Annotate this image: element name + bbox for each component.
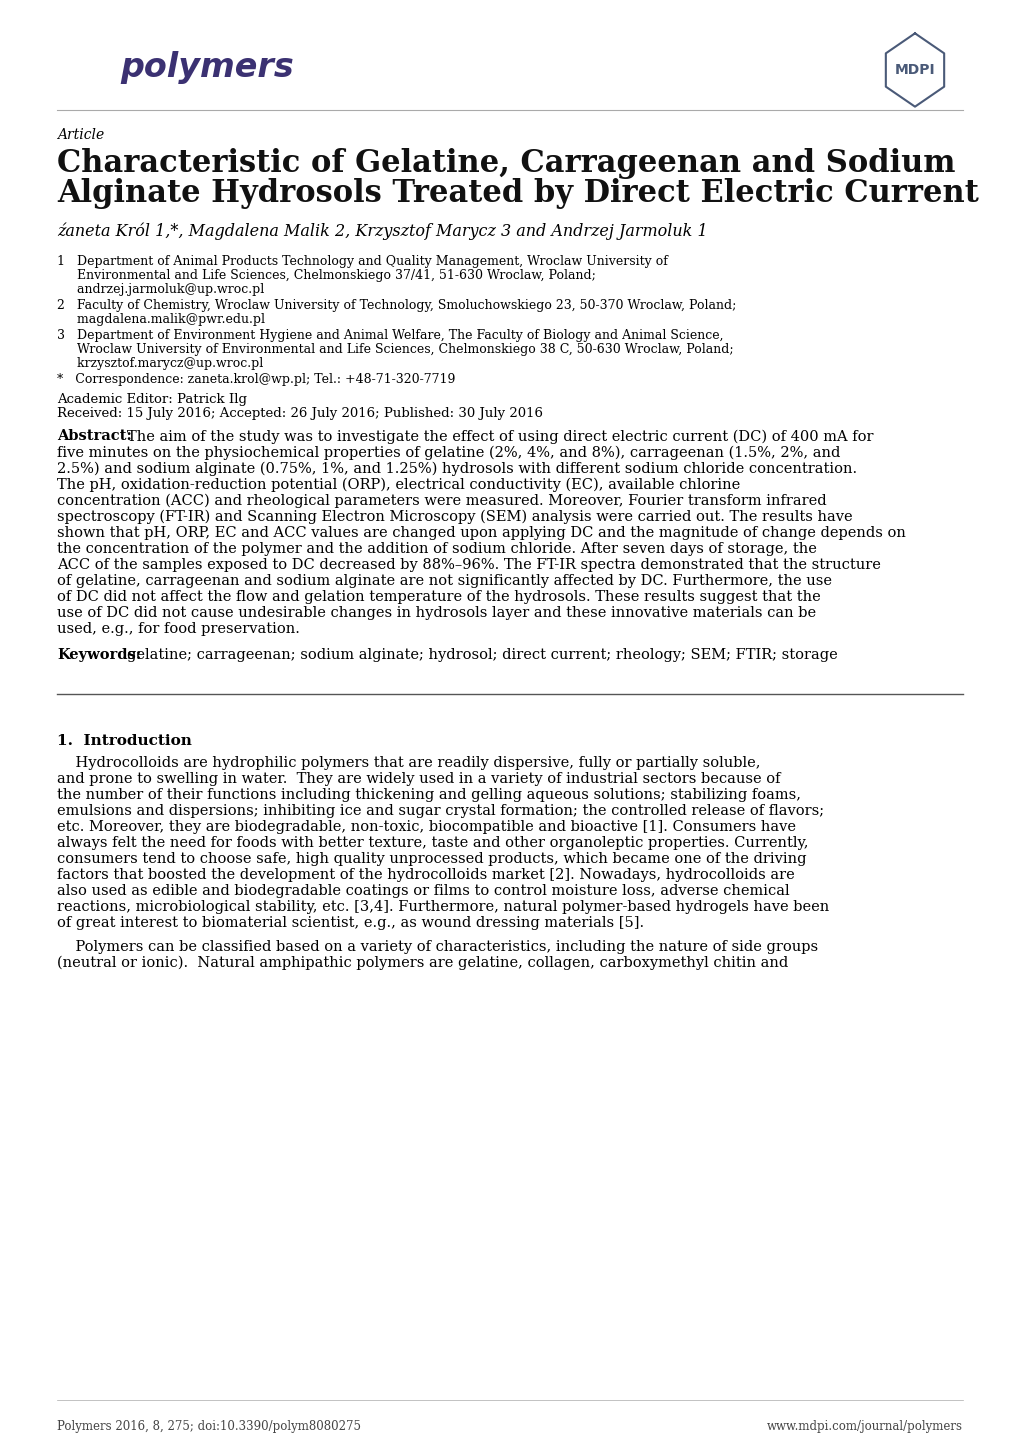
Text: gelatine; carrageenan; sodium alginate; hydrosol; direct current; rheology; SEM;: gelatine; carrageenan; sodium alginate; … [127, 647, 837, 662]
Text: (neutral or ionic).  Natural amphipathic polymers are gelatine, collagen, carbox: (neutral or ionic). Natural amphipathic … [57, 956, 788, 970]
Text: use of DC did not cause undesirable changes in hydrosols layer and these innovat: use of DC did not cause undesirable chan… [57, 606, 815, 620]
Circle shape [78, 87, 93, 99]
Text: shown that pH, ORP, EC and ACC values are changed upon applying DC and the magni: shown that pH, ORP, EC and ACC values ar… [57, 526, 905, 539]
Text: spectroscopy (FT-IR) and Scanning Electron Microscopy (SEM) analysis were carrie: spectroscopy (FT-IR) and Scanning Electr… [57, 510, 852, 525]
Text: źaneta Król 1,*, Magdalena Malik 2, Krzysztof Marycz 3 and Andrzej Jarmoluk 1: źaneta Król 1,*, Magdalena Malik 2, Krzy… [57, 222, 707, 239]
Circle shape [95, 87, 109, 99]
Text: five minutes on the physiochemical properties of gelatine (2%, 4%, and 8%), carr: five minutes on the physiochemical prope… [57, 446, 840, 460]
Text: 1   Department of Animal Products Technology and Quality Management, Wroclaw Uni: 1 Department of Animal Products Technolo… [57, 255, 667, 268]
Text: Received: 15 July 2016; Accepted: 26 July 2016; Published: 30 July 2016: Received: 15 July 2016; Accepted: 26 Jul… [57, 407, 542, 420]
Text: always felt the need for foods with better texture, taste and other organoleptic: always felt the need for foods with bett… [57, 836, 808, 849]
Circle shape [63, 52, 76, 65]
Text: Characteristic of Gelatine, Carrageenan and Sodium: Characteristic of Gelatine, Carrageenan … [57, 149, 955, 179]
Text: www.mdpi.com/journal/polymers: www.mdpi.com/journal/polymers [766, 1420, 962, 1433]
Text: andrzej.jarmoluk@up.wroc.pl: andrzej.jarmoluk@up.wroc.pl [57, 283, 264, 296]
Text: krzysztof.marycz@up.wroc.pl: krzysztof.marycz@up.wroc.pl [57, 358, 263, 371]
Text: MDPI: MDPI [894, 63, 934, 76]
Text: The pH, oxidation-reduction potential (ORP), electrical conductivity (EC), avail: The pH, oxidation-reduction potential (O… [57, 477, 740, 492]
Text: Alginate Hydrosols Treated by Direct Electric Current: Alginate Hydrosols Treated by Direct Ele… [57, 177, 978, 209]
Circle shape [95, 69, 109, 82]
Text: 2   Faculty of Chemistry, Wroclaw University of Technology, Smoluchowskiego 23, : 2 Faculty of Chemistry, Wroclaw Universi… [57, 298, 736, 311]
Text: emulsions and dispersions; inhibiting ice and sugar crystal formation; the contr: emulsions and dispersions; inhibiting ic… [57, 805, 823, 818]
Text: 3   Department of Environment Hygiene and Animal Welfare, The Faculty of Biology: 3 Department of Environment Hygiene and … [57, 329, 722, 342]
Text: Article: Article [57, 128, 104, 141]
Text: 1.  Introduction: 1. Introduction [57, 734, 192, 748]
Text: magdalena.malik@pwr.edu.pl: magdalena.malik@pwr.edu.pl [57, 313, 265, 326]
Circle shape [95, 52, 109, 65]
Text: and prone to swelling in water.  They are widely used in a variety of industrial: and prone to swelling in water. They are… [57, 771, 780, 786]
Circle shape [63, 87, 76, 99]
Circle shape [63, 69, 76, 82]
Text: the concentration of the polymer and the addition of sodium chloride. After seve: the concentration of the polymer and the… [57, 542, 816, 557]
Text: Polymers 2016, 8, 275; doi:10.3390/polym8080275: Polymers 2016, 8, 275; doi:10.3390/polym… [57, 1420, 361, 1433]
Text: polymers: polymers [120, 52, 293, 85]
Text: consumers tend to choose safe, high quality unprocessed products, which became o: consumers tend to choose safe, high qual… [57, 852, 806, 867]
Text: concentration (ACC) and rheological parameters were measured. Moreover, Fourier : concentration (ACC) and rheological para… [57, 495, 825, 509]
Text: etc. Moreover, they are biodegradable, non-toxic, biocompatible and bioactive [1: etc. Moreover, they are biodegradable, n… [57, 820, 795, 833]
Text: the number of their functions including thickening and gelling aqueous solutions: the number of their functions including … [57, 787, 800, 802]
Text: reactions, microbiological stability, etc. [3,4]. Furthermore, natural polymer-b: reactions, microbiological stability, et… [57, 900, 828, 914]
Text: *   Correspondence: zaneta.krol@wp.pl; Tel.: +48-71-320-7719: * Correspondence: zaneta.krol@wp.pl; Tel… [57, 373, 454, 386]
Text: ACC of the samples exposed to DC decreased by 88%–96%. The FT-IR spectra demonst: ACC of the samples exposed to DC decreas… [57, 558, 880, 572]
Text: of great interest to biomaterial scientist, e.g., as wound dressing materials [5: of great interest to biomaterial scienti… [57, 916, 643, 930]
Text: Academic Editor: Patrick Ilg: Academic Editor: Patrick Ilg [57, 394, 247, 407]
Circle shape [78, 52, 93, 65]
Text: Environmental and Life Sciences, Chelmonskiego 37/41, 51-630 Wroclaw, Poland;: Environmental and Life Sciences, Chelmon… [57, 270, 595, 283]
Text: Abstract:: Abstract: [57, 430, 131, 443]
Text: factors that boosted the development of the hydrocolloids market [2]. Nowadays, : factors that boosted the development of … [57, 868, 794, 883]
Text: Keywords:: Keywords: [57, 647, 141, 662]
Text: The aim of the study was to investigate the effect of using direct electric curr: The aim of the study was to investigate … [127, 430, 872, 444]
Text: also used as edible and biodegradable coatings or films to control moisture loss: also used as edible and biodegradable co… [57, 884, 789, 898]
Text: used, e.g., for food preservation.: used, e.g., for food preservation. [57, 622, 300, 636]
Text: 2.5%) and sodium alginate (0.75%, 1%, and 1.25%) hydrosols with different sodium: 2.5%) and sodium alginate (0.75%, 1%, an… [57, 461, 856, 476]
Circle shape [78, 69, 93, 82]
Text: of gelatine, carrageenan and sodium alginate are not significantly affected by D: of gelatine, carrageenan and sodium algi… [57, 574, 832, 588]
Text: Hydrocolloids are hydrophilic polymers that are readily dispersive, fully or par: Hydrocolloids are hydrophilic polymers t… [57, 756, 760, 770]
Text: Wroclaw University of Environmental and Life Sciences, Chelmonskiego 38 C, 50-63: Wroclaw University of Environmental and … [57, 343, 733, 356]
Text: Polymers can be classified based on a variety of characteristics, including the : Polymers can be classified based on a va… [57, 940, 817, 955]
Text: of DC did not affect the flow and gelation temperature of the hydrosols. These r: of DC did not affect the flow and gelati… [57, 590, 820, 604]
